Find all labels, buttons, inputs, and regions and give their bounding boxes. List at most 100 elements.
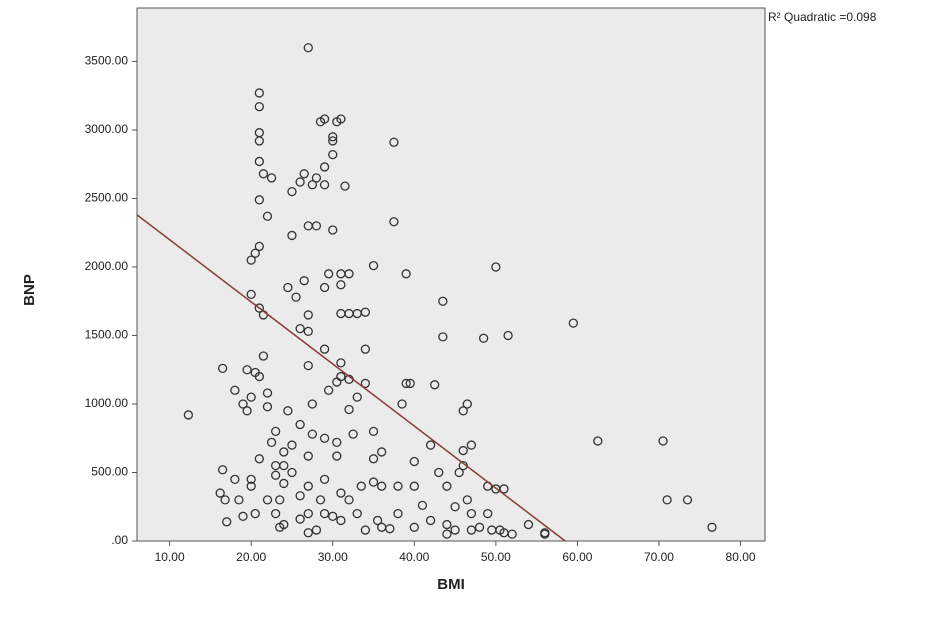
point bbox=[246, 255, 256, 265]
point bbox=[234, 495, 244, 505]
y-axis-label: BNP bbox=[21, 274, 38, 306]
point bbox=[279, 478, 289, 489]
x-tick-label: 30.00 bbox=[318, 550, 348, 564]
point bbox=[303, 508, 313, 519]
point bbox=[658, 436, 668, 446]
point bbox=[360, 378, 371, 389]
x-axis-label: BMI bbox=[437, 576, 465, 593]
point bbox=[438, 332, 448, 342]
point bbox=[303, 528, 313, 538]
point bbox=[328, 149, 338, 160]
point bbox=[450, 525, 460, 535]
point bbox=[377, 447, 387, 457]
point bbox=[368, 454, 379, 464]
point bbox=[409, 522, 419, 532]
x-tick-label: 80.00 bbox=[726, 550, 756, 564]
point bbox=[307, 429, 318, 439]
point bbox=[336, 358, 346, 368]
point bbox=[238, 399, 248, 409]
point bbox=[662, 495, 672, 505]
y-tick-label: 3000.00 bbox=[85, 122, 129, 136]
point bbox=[217, 363, 228, 374]
point bbox=[315, 495, 326, 505]
point bbox=[328, 225, 338, 235]
point bbox=[254, 454, 264, 464]
point bbox=[442, 519, 452, 530]
point bbox=[262, 388, 273, 398]
point bbox=[254, 88, 264, 98]
point bbox=[303, 451, 313, 461]
point bbox=[270, 470, 281, 480]
point bbox=[246, 289, 256, 300]
point bbox=[279, 447, 289, 457]
point bbox=[287, 186, 297, 197]
point bbox=[328, 136, 338, 146]
point bbox=[254, 241, 264, 252]
point bbox=[332, 437, 342, 447]
point bbox=[287, 230, 297, 241]
point bbox=[324, 385, 334, 395]
point bbox=[458, 406, 468, 416]
point bbox=[332, 451, 342, 461]
point bbox=[319, 162, 330, 172]
y-tick-label: 1000.00 bbox=[85, 396, 129, 410]
point bbox=[246, 392, 256, 402]
point bbox=[238, 511, 248, 521]
point bbox=[291, 292, 301, 302]
point bbox=[215, 488, 225, 498]
point bbox=[540, 529, 550, 539]
point bbox=[222, 517, 232, 527]
point bbox=[377, 522, 387, 532]
point bbox=[372, 515, 383, 526]
x-tick-label: 20.00 bbox=[236, 550, 266, 564]
point bbox=[507, 529, 517, 539]
point bbox=[328, 132, 338, 142]
point bbox=[417, 500, 428, 511]
point bbox=[344, 269, 354, 279]
point bbox=[283, 282, 293, 293]
point bbox=[254, 195, 264, 205]
point bbox=[319, 508, 330, 519]
point bbox=[319, 344, 330, 354]
point bbox=[336, 114, 346, 124]
point bbox=[466, 508, 477, 519]
point bbox=[425, 440, 436, 450]
point bbox=[344, 404, 354, 415]
point bbox=[230, 385, 240, 395]
point bbox=[360, 344, 371, 354]
point bbox=[462, 399, 472, 409]
point bbox=[183, 410, 194, 420]
point bbox=[593, 436, 603, 446]
point bbox=[283, 406, 293, 416]
x-tick-label: 70.00 bbox=[644, 550, 674, 564]
point bbox=[303, 310, 313, 320]
point bbox=[568, 318, 578, 328]
point bbox=[254, 303, 264, 313]
point bbox=[299, 276, 309, 286]
point bbox=[287, 467, 297, 478]
point bbox=[299, 169, 309, 179]
point bbox=[356, 481, 366, 491]
point bbox=[242, 406, 252, 416]
point bbox=[270, 508, 281, 519]
point bbox=[295, 491, 305, 501]
x-tick-label: 60.00 bbox=[562, 550, 592, 564]
point bbox=[295, 177, 305, 187]
x-tick-label: 50.00 bbox=[481, 550, 511, 564]
point bbox=[450, 502, 460, 512]
point bbox=[246, 474, 256, 484]
x-tick-label: 10.00 bbox=[155, 550, 185, 564]
point bbox=[324, 269, 334, 279]
point bbox=[442, 481, 452, 491]
point bbox=[311, 173, 322, 183]
point bbox=[458, 445, 468, 456]
point bbox=[295, 323, 305, 334]
point bbox=[393, 508, 403, 519]
point bbox=[340, 181, 350, 191]
point bbox=[352, 392, 362, 402]
point bbox=[262, 211, 273, 221]
point bbox=[478, 333, 489, 343]
point bbox=[295, 514, 305, 524]
point bbox=[462, 495, 472, 505]
